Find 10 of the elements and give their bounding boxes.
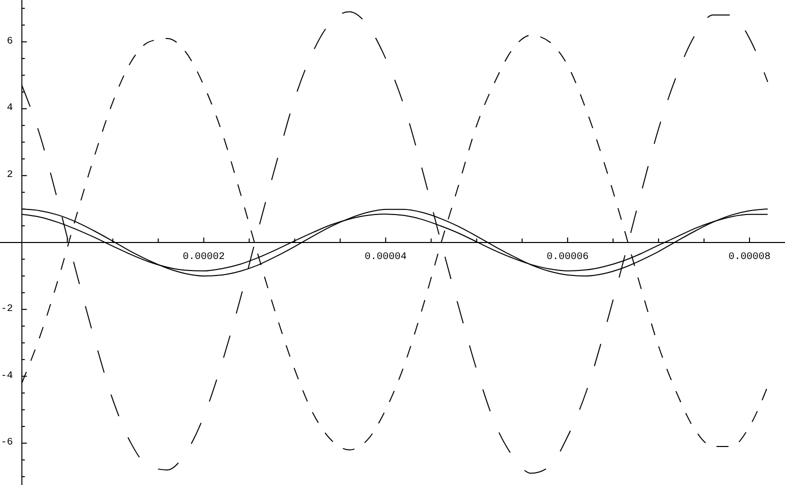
- y-tick-label: -4: [0, 370, 13, 382]
- x-tick-label: 0.00002: [182, 252, 225, 263]
- x-tick-label: 0.00004: [364, 252, 407, 263]
- y-tick-label: -2: [0, 304, 13, 315]
- y-tick-label: 6: [6, 36, 13, 48]
- x-tick-label: 0.00008: [728, 252, 771, 263]
- y-tick-label: -6: [0, 438, 13, 449]
- x-tick-label: 0.00006: [546, 252, 589, 263]
- y-tick-label: 2: [6, 170, 13, 182]
- y-tick-label: 4: [6, 103, 13, 114]
